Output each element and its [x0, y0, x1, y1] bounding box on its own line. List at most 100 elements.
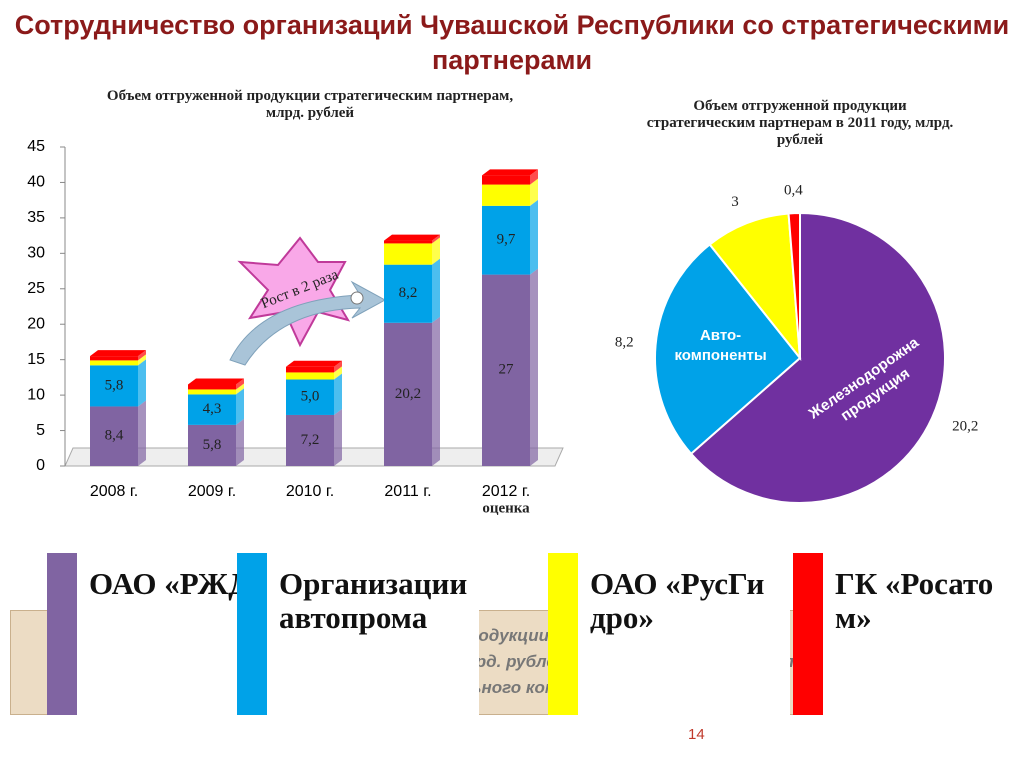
bar-side	[236, 378, 244, 390]
bar-value-label: 27	[499, 362, 515, 378]
bar-top	[188, 378, 244, 385]
bar-segment	[384, 243, 432, 265]
pie-category-label: Авто-компоненты	[674, 326, 767, 364]
category-note: оценка	[482, 500, 530, 516]
pie-slice	[708, 212, 802, 362]
bar-side	[334, 366, 342, 380]
legend-item: ГК «Росатом»	[793, 553, 1024, 715]
y-tick-label: 20	[27, 315, 45, 332]
x-tick-label: 2011 г.	[384, 483, 431, 500]
x-tick-label: 2010 г.	[286, 483, 334, 500]
bar-side	[138, 359, 146, 407]
pie-slice	[787, 211, 801, 359]
pie-value-label: 0,4	[784, 183, 803, 199]
y-tick-label: 5	[36, 422, 45, 439]
bar-value-label: 20,2	[395, 386, 421, 402]
legend-swatch	[548, 553, 578, 715]
burst	[237, 236, 351, 348]
legend-swatch	[237, 553, 267, 715]
bar-segment	[188, 384, 236, 390]
bar-segment	[90, 406, 138, 466]
pie-slice	[689, 211, 946, 504]
bar-side	[432, 316, 440, 466]
legend-text: ОАО «РусГидро»	[590, 566, 765, 635]
bar-segment	[286, 366, 334, 373]
pie-slice	[654, 243, 802, 456]
bar-side	[432, 234, 440, 244]
legend-text: ОАО «РЖД»	[89, 566, 266, 601]
bar-top	[384, 234, 440, 241]
legend-text: Организации автопрома	[279, 566, 468, 635]
y-tick-label: 0	[36, 457, 45, 474]
y-tick-label: 30	[27, 245, 45, 262]
slide-title: Сотрудничество организаций Чувашской Рес…	[14, 10, 1010, 75]
label-box: Авто-компоненты	[674, 326, 767, 364]
bar-side	[138, 350, 146, 361]
bar-segment	[482, 205, 530, 275]
label-box: Объем отгруженной продукции стратегическ…	[646, 98, 954, 148]
y-tick-label: 40	[27, 174, 45, 191]
bar-top	[90, 350, 146, 357]
chart-title: Объем отгруженной продукции стратегическ…	[646, 98, 954, 148]
bar-side	[530, 178, 538, 206]
bar-value-label: 5,8	[105, 377, 124, 393]
x-tick-label: 2008 г.	[90, 483, 138, 500]
bar-segment	[482, 274, 530, 466]
bar-value-label: 8,2	[399, 285, 418, 301]
bar-segment	[384, 322, 432, 466]
bar-segment	[188, 394, 236, 425]
bar-side	[432, 258, 440, 323]
y-tick-label: 45	[27, 138, 45, 155]
bar-side	[138, 354, 146, 366]
y-tick-label: 15	[27, 351, 45, 368]
bar-side	[236, 383, 244, 395]
bar-value-label: 4,3	[203, 401, 222, 417]
bar-value-label: 9,7	[497, 232, 516, 248]
bar-segment	[188, 424, 236, 466]
x-tick-label: 2012 г.	[482, 483, 530, 500]
bar-top	[286, 360, 342, 367]
legend-item: ОАО «РусГидро»	[548, 553, 790, 715]
legend-swatch	[47, 553, 77, 715]
charts: Объем отгруженной продукции стратегическ…	[27, 88, 978, 516]
legend-text: ГК «Росатом»	[835, 566, 994, 635]
bar-segment	[384, 264, 432, 323]
bar-side	[530, 199, 538, 275]
bar-segment	[90, 365, 138, 407]
bar-segment	[384, 240, 432, 244]
page-number: 14	[688, 726, 705, 743]
bar-value-label: 7,2	[301, 432, 320, 448]
bar-side	[334, 373, 342, 415]
y-tick-label: 25	[27, 280, 45, 297]
bar-value-label: 5,0	[301, 389, 320, 405]
bar-segment	[286, 379, 334, 415]
legend-swatch	[793, 553, 823, 715]
bar-segment	[188, 389, 236, 395]
bar-side	[530, 169, 538, 185]
bar-value-label: 5,8	[203, 437, 222, 453]
bar-segment	[90, 356, 138, 361]
pie-value-label: 8,2	[615, 335, 634, 351]
pie-value-label: 3	[731, 194, 739, 210]
bar-side	[334, 408, 342, 466]
label-box: Объем отгруженной продукции стратегическ…	[106, 88, 514, 121]
bar-segment	[482, 184, 530, 206]
y-tick-label: 35	[27, 209, 45, 226]
pie-value-label: 20,2	[952, 418, 978, 434]
chart-title: Объем отгруженной продукции стратегическ…	[106, 88, 514, 121]
bar-side	[236, 418, 244, 466]
bar-side	[236, 388, 244, 425]
arrow-dot	[350, 291, 364, 305]
bar-value-label: 8,4	[105, 428, 124, 444]
bar-side	[432, 237, 440, 265]
legend-item: Организации автопрома	[237, 553, 479, 715]
bar-segment	[286, 414, 334, 466]
bar-segment	[482, 175, 530, 185]
y-tick-label: 10	[27, 386, 45, 403]
bar-side	[530, 268, 538, 466]
bar-segment	[286, 372, 334, 380]
x-tick-label: 2009 г.	[188, 483, 236, 500]
bar-segment	[90, 360, 138, 366]
bar-side	[138, 400, 146, 466]
